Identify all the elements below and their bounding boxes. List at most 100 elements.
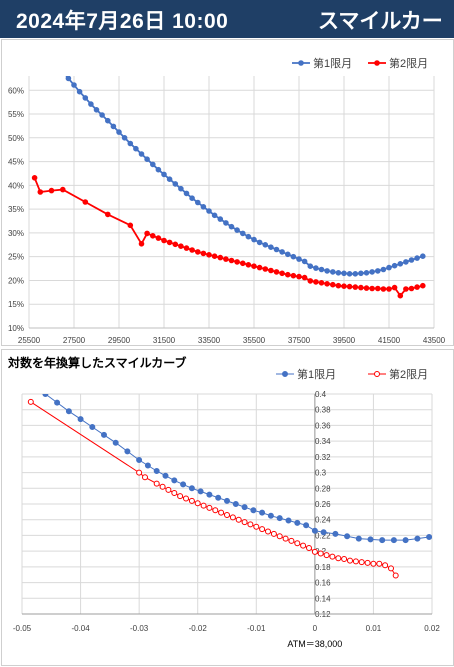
data-point: [136, 457, 143, 463]
data-point: [166, 176, 173, 182]
data-point: [358, 559, 365, 566]
data-point: [240, 260, 246, 267]
data-point: [99, 112, 105, 118]
x-tick-label: 27500: [63, 336, 86, 345]
data-point: [165, 486, 172, 493]
smile-curve-chart-panel: 10% 15% 20% 25% 30% 35% 40% 45% 50% 55% 60% 25500 27…: [1, 39, 454, 346]
data-point: [178, 185, 184, 192]
data-point: [346, 283, 353, 290]
data-point: [397, 261, 404, 267]
data-point: [245, 262, 252, 268]
data-point: [161, 237, 167, 244]
data-point: [183, 190, 190, 197]
data-point: [408, 257, 415, 263]
data-point: [294, 540, 301, 547]
data-point: [285, 251, 291, 258]
data-point: [388, 565, 394, 572]
data-point: [77, 416, 84, 423]
data-point: [127, 222, 134, 229]
data-point: [294, 519, 301, 526]
data-point: [426, 534, 432, 540]
y-tick-label: 35%: [8, 205, 24, 214]
data-point: [101, 431, 107, 438]
chart-title: 対数を年換算したスマイルカーブ: [7, 355, 187, 370]
data-point: [335, 555, 342, 562]
data-point: [89, 424, 96, 430]
data-point: [335, 270, 342, 276]
data-point: [290, 272, 297, 279]
data-point: [318, 280, 325, 286]
data-point: [229, 514, 236, 521]
y-tick-label: 50%: [8, 134, 24, 143]
data-point: [159, 483, 166, 490]
data-point: [71, 82, 77, 88]
data-point: [155, 166, 162, 173]
data-point: [420, 253, 426, 259]
y-tick-label: 0.38: [315, 406, 331, 415]
data-point: [127, 140, 134, 147]
data-point: [285, 271, 291, 278]
y-tick-label: 30%: [8, 229, 24, 238]
data-point: [300, 542, 307, 549]
data-point: [241, 519, 248, 526]
legend-label: 第1限月: [313, 56, 352, 70]
data-point: [369, 269, 375, 275]
data-point: [352, 284, 359, 290]
data-point: [241, 504, 248, 511]
data-point: [232, 501, 239, 507]
data-point: [256, 239, 263, 246]
data-point: [183, 495, 189, 502]
y-tick-label: 0.32: [315, 453, 331, 462]
data-point: [279, 249, 285, 255]
data-point: [197, 488, 204, 495]
data-point: [144, 230, 150, 237]
y-tick-label: 0.3: [315, 469, 327, 478]
legend-marker: [298, 60, 304, 66]
y-tick-label: 0.28: [315, 484, 331, 493]
data-point: [217, 254, 224, 261]
data-point: [224, 512, 230, 518]
y-tick-label: 0.18: [315, 563, 331, 572]
data-point: [240, 230, 246, 237]
data-point: [358, 284, 364, 291]
data-point: [42, 394, 49, 397]
data-point: [364, 559, 371, 566]
data-point: [153, 480, 160, 487]
data-point: [153, 468, 160, 474]
x-tick-label: -0.02: [189, 624, 208, 633]
data-point: [82, 199, 89, 205]
series-2: [27, 398, 399, 579]
y-tick-label: 45%: [8, 158, 24, 167]
data-point: [171, 490, 178, 496]
data-point: [250, 507, 257, 514]
data-point: [358, 270, 364, 277]
y-tick-label: 25%: [8, 253, 24, 262]
data-point: [392, 572, 399, 579]
data-point: [318, 266, 325, 273]
y-tick-label: 0.24: [315, 516, 331, 525]
data-point: [76, 88, 83, 95]
data-point: [386, 286, 392, 292]
data-point: [200, 204, 207, 210]
data-point: [379, 537, 386, 544]
x-tick-label: -0.03: [130, 624, 149, 633]
data-point: [282, 535, 289, 542]
data-point: [180, 481, 187, 488]
data-point: [414, 535, 421, 542]
data-point: [313, 279, 319, 285]
data-point: [256, 264, 263, 271]
data-point: [335, 282, 342, 289]
data-point: [390, 537, 397, 544]
data-point: [138, 151, 145, 157]
data-point: [218, 509, 225, 516]
data-point: [211, 253, 218, 259]
series-line: [65, 76, 424, 275]
data-point: [369, 285, 375, 292]
legend-marker: [374, 371, 380, 377]
data-point: [224, 497, 230, 504]
data-point: [60, 186, 66, 193]
data-point: [200, 250, 207, 257]
data-point: [324, 281, 330, 287]
log-annualized-smile-chart: 0.120.140.160.180.20.220.240.260.280.30.…: [7, 355, 440, 649]
series-2: [31, 175, 426, 299]
